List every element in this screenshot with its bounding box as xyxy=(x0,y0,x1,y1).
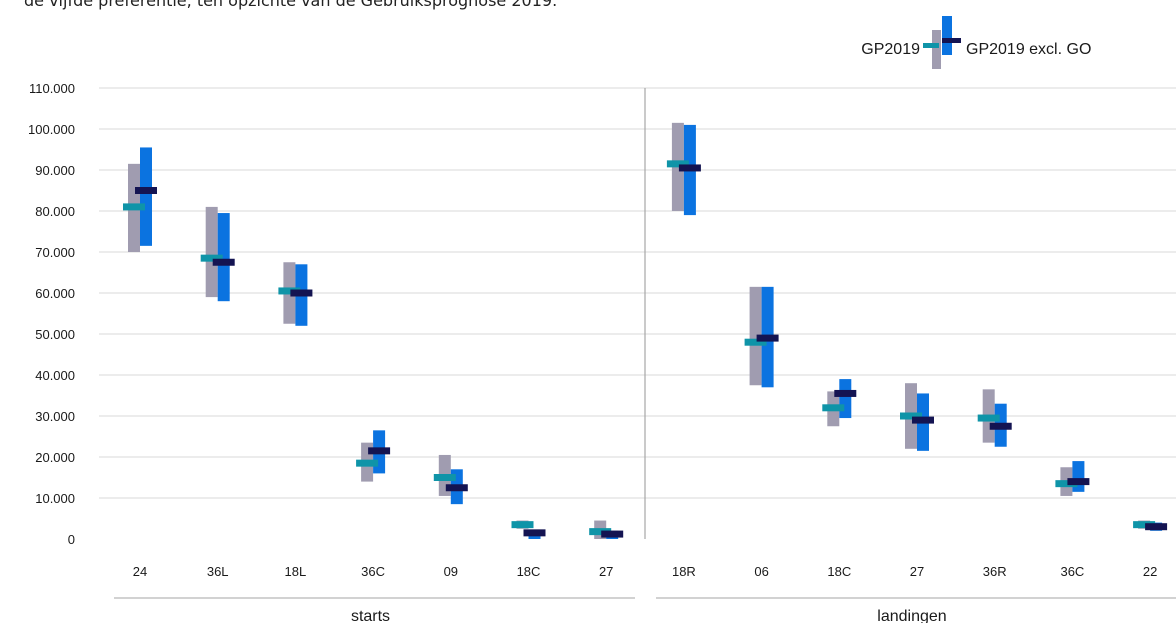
series1-mean-marker xyxy=(511,521,534,529)
series2-range-bar xyxy=(140,147,152,246)
legend-series2-range-swatch xyxy=(942,16,952,55)
y-tick-label: 20.000 xyxy=(35,450,75,465)
series1-mean-marker xyxy=(589,528,612,536)
group-label: landingen xyxy=(877,608,946,623)
legend: GP2019 GP2019 excl. GO xyxy=(861,16,1091,69)
y-tick-label: 60.000 xyxy=(35,286,75,301)
x-tick-label: 09 xyxy=(444,564,458,579)
series2-mean-marker xyxy=(834,389,857,397)
series1-mean-marker xyxy=(278,287,301,295)
series1-mean-marker xyxy=(1133,521,1156,529)
series2-mean-marker xyxy=(989,422,1012,430)
y-tick-label: 110.000 xyxy=(29,81,75,96)
x-tick-label: 24 xyxy=(133,564,147,579)
legend-series2-mean-swatch xyxy=(942,38,961,43)
series1-mean-marker xyxy=(977,414,1000,422)
series2-mean-marker xyxy=(290,289,313,297)
x-tick-label: 18C xyxy=(827,564,851,579)
x-tick-label: 36R xyxy=(983,564,1007,579)
y-tick-label: 0 xyxy=(68,532,75,547)
series1-range-bar xyxy=(205,206,218,298)
x-tick-label: 27 xyxy=(599,564,613,579)
series1-mean-marker xyxy=(744,338,767,346)
series2-mean-marker xyxy=(678,164,701,172)
series2-range-bar xyxy=(217,213,230,302)
series1-mean-marker xyxy=(433,474,456,481)
x-tick-label: 36C xyxy=(1060,564,1084,579)
series1-mean-marker xyxy=(356,459,379,467)
series1-mean-marker xyxy=(666,160,689,168)
y-tick-label: 10.000 xyxy=(35,491,75,506)
series2-mean-marker xyxy=(135,187,157,194)
x-tick-label: 36L xyxy=(207,564,229,579)
x-tick-label: 18R xyxy=(672,564,696,579)
series1-mean-marker xyxy=(1055,480,1078,488)
series2-mean-marker xyxy=(601,530,624,538)
series2-mean-marker xyxy=(756,334,779,342)
gridlines xyxy=(99,87,1176,539)
x-tick-label: 06 xyxy=(754,564,768,579)
y-tick-label: 50.000 xyxy=(35,327,75,342)
series1-mean-marker xyxy=(123,203,145,211)
legend-series1-range-swatch xyxy=(932,30,941,69)
series1-mean-marker xyxy=(200,254,223,262)
legend-series1-mean-swatch xyxy=(923,43,939,48)
x-axis: 24 36L 18L 36C 09 18C 27 18R 06 18C 27 36R 36C 22 star… xyxy=(114,564,1176,623)
y-axis: 0 10.000 20.000 30.000 40.000 50.000 60.000 70.… xyxy=(28,81,75,547)
legend-series2-label: GP2019 excl. GO xyxy=(966,41,1091,58)
y-tick-label: 40.000 xyxy=(35,368,75,383)
group-label: starts xyxy=(351,608,390,623)
series2-mean-marker xyxy=(445,484,468,492)
x-tick-label: 18C xyxy=(517,564,541,579)
series2-range-bar xyxy=(1072,461,1085,492)
series2-mean-marker xyxy=(1067,478,1090,486)
chart-caption: de vijfde preferentie, ten opzichte van … xyxy=(24,0,558,10)
series1-mean-marker xyxy=(822,404,845,412)
y-tick-label: 90.000 xyxy=(35,163,75,178)
series2-mean-marker xyxy=(368,447,391,455)
series2-range-bar xyxy=(839,379,852,419)
y-tick-label: 80.000 xyxy=(35,204,75,219)
series2-mean-marker xyxy=(212,258,235,266)
range-bars xyxy=(123,122,1168,539)
series2-mean-marker xyxy=(523,529,546,537)
legend-series1-label: GP2019 xyxy=(861,41,920,58)
series2-mean-marker xyxy=(1145,523,1168,531)
series1-range-bar xyxy=(749,286,762,386)
x-tick-label: 36C xyxy=(361,564,385,579)
x-tick-label: 18L xyxy=(285,564,307,579)
y-tick-label: 30.000 xyxy=(35,409,75,424)
x-tick-label: 22 xyxy=(1143,564,1157,579)
x-tick-label: 27 xyxy=(910,564,924,579)
y-tick-label: 70.000 xyxy=(35,245,75,260)
y-tick-label: 100.000 xyxy=(28,122,75,137)
series1-mean-marker xyxy=(900,412,922,420)
series2-mean-marker xyxy=(912,416,934,424)
